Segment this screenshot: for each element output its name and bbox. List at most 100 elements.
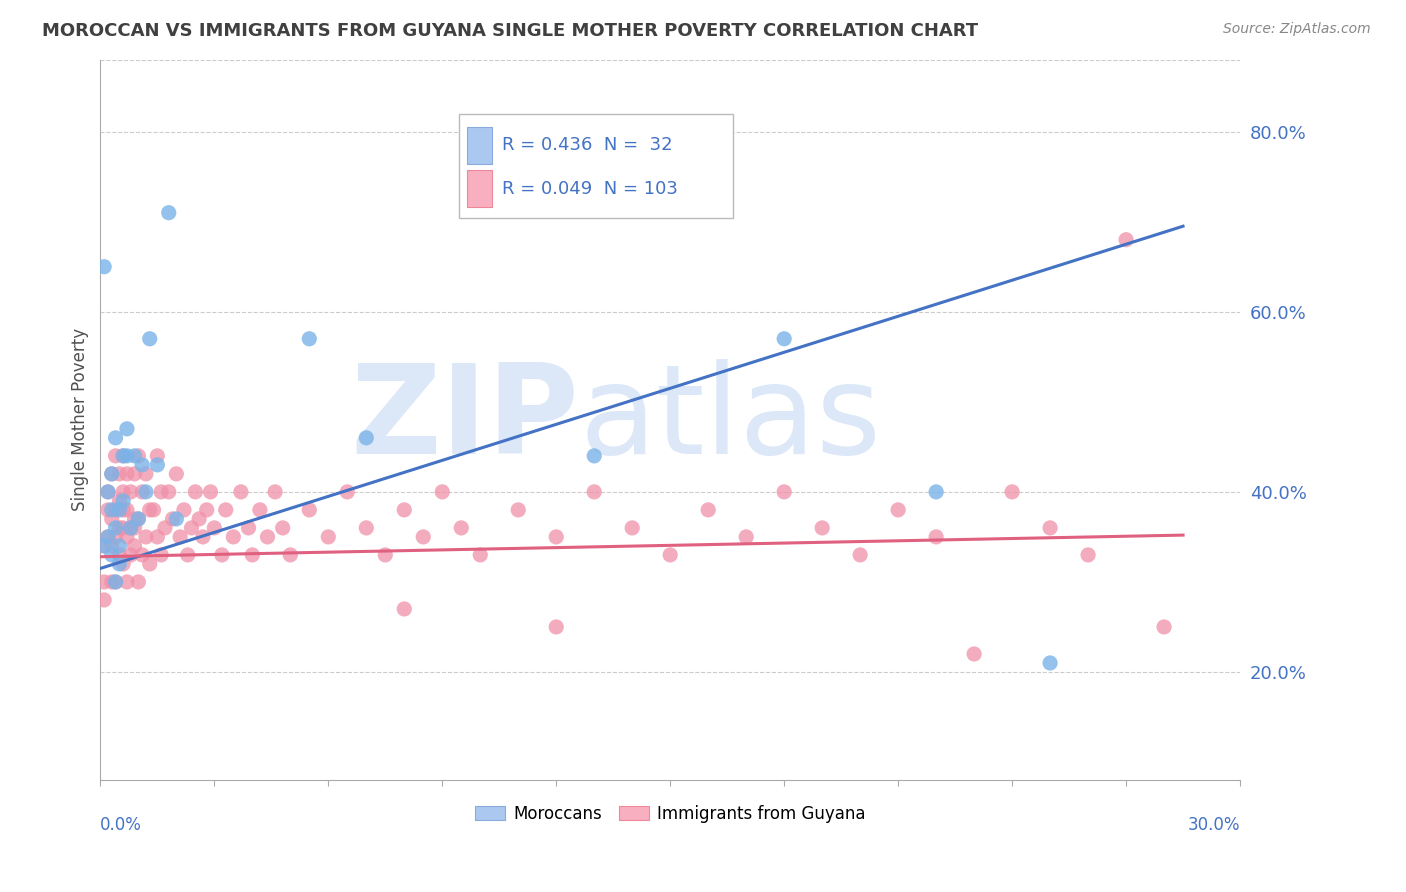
Point — [811, 521, 834, 535]
Point — [394, 503, 416, 517]
Point — [127, 574, 149, 589]
Point — [146, 449, 169, 463]
Point — [135, 467, 157, 481]
Point — [100, 574, 122, 589]
Point — [93, 593, 115, 607]
Point — [432, 484, 454, 499]
Point — [169, 530, 191, 544]
Point — [356, 521, 378, 535]
Point — [356, 431, 378, 445]
FancyBboxPatch shape — [460, 113, 733, 219]
Point — [115, 503, 138, 517]
Point — [93, 539, 115, 553]
Point — [112, 484, 135, 499]
Point — [108, 503, 131, 517]
Point — [735, 530, 758, 544]
Point — [264, 484, 287, 499]
Point — [108, 467, 131, 481]
Text: MOROCCAN VS IMMIGRANTS FROM GUYANA SINGLE MOTHER POVERTY CORRELATION CHART: MOROCCAN VS IMMIGRANTS FROM GUYANA SINGL… — [42, 22, 979, 40]
Point — [1153, 620, 1175, 634]
Point — [271, 521, 294, 535]
Point — [135, 484, 157, 499]
Point — [621, 521, 644, 535]
Point — [165, 467, 187, 481]
Point — [112, 521, 135, 535]
Point — [124, 449, 146, 463]
Point — [249, 503, 271, 517]
Point — [583, 484, 606, 499]
Point — [1077, 548, 1099, 562]
Point — [162, 512, 184, 526]
Point — [470, 548, 492, 562]
Point — [1039, 521, 1062, 535]
Point — [195, 503, 218, 517]
Point — [100, 467, 122, 481]
Y-axis label: Single Mother Poverty: Single Mother Poverty — [72, 328, 89, 511]
Point — [100, 548, 122, 562]
Bar — [467, 169, 492, 207]
Point — [104, 530, 127, 544]
Point — [153, 521, 176, 535]
Point — [583, 449, 606, 463]
Point — [131, 484, 153, 499]
Point — [546, 620, 568, 634]
Point — [97, 484, 120, 499]
Text: Source: ZipAtlas.com: Source: ZipAtlas.com — [1223, 22, 1371, 37]
Point — [146, 530, 169, 544]
Point — [222, 530, 245, 544]
Point — [93, 574, 115, 589]
Point — [100, 512, 122, 526]
Point — [127, 512, 149, 526]
Point — [150, 548, 173, 562]
Point — [1001, 484, 1024, 499]
Point — [146, 458, 169, 472]
Point — [180, 521, 202, 535]
Point — [112, 449, 135, 463]
Point — [157, 205, 180, 219]
Point — [104, 503, 127, 517]
Point — [298, 503, 321, 517]
Point — [93, 539, 115, 553]
Text: atlas: atlas — [579, 359, 882, 480]
Point — [120, 521, 142, 535]
Point — [188, 512, 211, 526]
Point — [191, 530, 214, 544]
Point — [115, 467, 138, 481]
Point — [108, 557, 131, 571]
Point — [112, 503, 135, 517]
Point — [773, 484, 796, 499]
Point — [211, 548, 233, 562]
Point — [925, 530, 948, 544]
Point — [108, 548, 131, 562]
Text: R = 0.049  N = 103: R = 0.049 N = 103 — [502, 179, 678, 197]
Point — [256, 530, 278, 544]
Point — [925, 484, 948, 499]
Point — [112, 494, 135, 508]
Point — [124, 512, 146, 526]
Point — [773, 332, 796, 346]
Point — [127, 512, 149, 526]
Point — [394, 602, 416, 616]
Point — [104, 521, 127, 535]
Text: 0.0%: 0.0% — [100, 816, 142, 834]
Point — [165, 512, 187, 526]
Point — [278, 548, 301, 562]
Point — [100, 467, 122, 481]
Point — [127, 449, 149, 463]
Point — [142, 503, 165, 517]
Point — [177, 548, 200, 562]
Point — [97, 484, 120, 499]
Point — [120, 521, 142, 535]
Point — [412, 530, 434, 544]
Point — [229, 484, 252, 499]
Point — [100, 539, 122, 553]
Point — [97, 530, 120, 544]
Point — [120, 484, 142, 499]
Point — [1115, 233, 1137, 247]
Text: 30.0%: 30.0% — [1188, 816, 1240, 834]
Point — [131, 458, 153, 472]
Point — [157, 484, 180, 499]
Point — [104, 449, 127, 463]
Point — [336, 484, 359, 499]
Point — [215, 503, 238, 517]
